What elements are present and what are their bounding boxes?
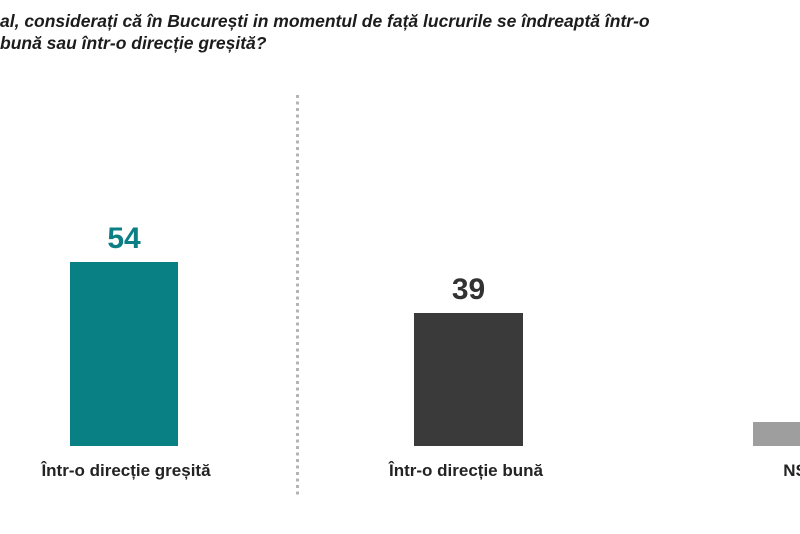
bar-category-label: Într-o direcție greșită [41, 461, 211, 480]
bar-value-label: 39 [451, 273, 486, 306]
chart-title-line-1: al, considerați că în București in momen… [0, 11, 650, 31]
chart-title-line-2: bună sau într-o direcție greșită? [0, 33, 267, 53]
bar [753, 422, 800, 446]
dotted-divider-line [296, 95, 299, 498]
bar [414, 313, 523, 446]
bar [70, 262, 178, 446]
chart-title: al, considerați că în București in momen… [0, 10, 650, 54]
bar-category-label: Într-o direcție bună [389, 461, 543, 480]
bar-category-label: NS [783, 461, 800, 480]
bar-value-label: 54 [107, 222, 141, 255]
